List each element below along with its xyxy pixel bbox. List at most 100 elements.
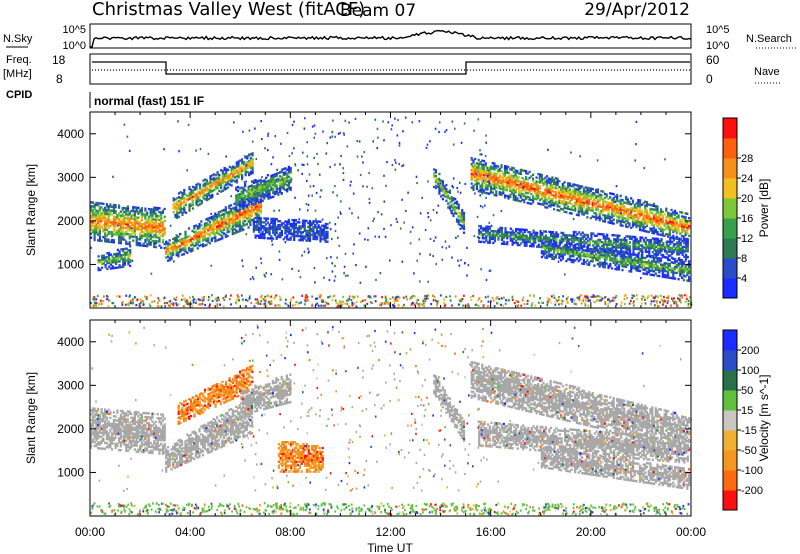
- heatmap-cell: [223, 166, 226, 170]
- heatmap-cell: [247, 208, 250, 211]
- heatmap-cell: [123, 253, 126, 256]
- heatmap-cell: [151, 227, 154, 231]
- heatmap-cell: [230, 172, 233, 175]
- heatmap-cell: [225, 171, 228, 175]
- heatmap-cell: [213, 173, 216, 176]
- heatmap-cell: [151, 231, 154, 235]
- heatmap-cell: [198, 234, 201, 238]
- scatter-cell: [445, 247, 448, 250]
- heatmap-cell: [219, 233, 222, 237]
- heatmap-cell: [663, 213, 666, 216]
- heatmap-cell: [251, 207, 254, 210]
- scatter-cell: [351, 212, 353, 215]
- scatter-cell: [314, 281, 316, 284]
- heatmap-cell: [154, 212, 158, 215]
- heatmap-cell: [126, 215, 129, 218]
- heatmap-cell: [97, 215, 100, 219]
- heatmap-cell: [153, 234, 156, 237]
- heatmap-cell: [214, 216, 217, 219]
- heatmap-cell: [161, 223, 165, 226]
- heatmap-cell: [168, 252, 171, 256]
- heatmap-cell: [219, 230, 222, 233]
- heatmap-cell: [139, 210, 142, 214]
- heatmap-cell: [139, 226, 142, 229]
- heatmap-cell: [104, 258, 107, 261]
- heatmap-cell: [213, 181, 216, 184]
- heatmap-cell: [259, 203, 262, 206]
- heatmap-cell: [184, 250, 187, 253]
- heatmap-cell: [172, 211, 175, 214]
- heatmap-cell: [200, 202, 203, 205]
- heatmap-cell: [109, 230, 112, 234]
- heatmap-cell: [95, 203, 98, 207]
- scatter-cell: [416, 181, 418, 185]
- heatmap-cell: [251, 215, 254, 218]
- heatmap-cell: [219, 224, 222, 227]
- heatmap-cell: [217, 228, 220, 232]
- heatmap-cell: [122, 261, 125, 265]
- heatmap-cell: [153, 243, 156, 247]
- heatmap-cell: [247, 200, 250, 204]
- heatmap-cell: [177, 239, 180, 242]
- beam-label: Beam 07: [340, 1, 416, 21]
- heatmap-cell: [228, 204, 231, 208]
- heatmap-cell: [228, 165, 231, 169]
- scatter-cell: [243, 155, 246, 158]
- heatmap-cell: [179, 246, 182, 249]
- heatmap-cell: [119, 210, 122, 213]
- heatmap-cell: [108, 253, 111, 257]
- heatmap-cell: [240, 215, 243, 218]
- heatmap-cell: [114, 221, 117, 225]
- heatmap-cell: [656, 230, 659, 234]
- heatmap-cell: [146, 244, 149, 248]
- scatter-cell: [325, 152, 328, 155]
- heatmap-cell: [122, 259, 125, 263]
- heatmap-cell: [190, 202, 193, 205]
- heatmap-cell: [234, 166, 237, 169]
- heatmap-cell: [97, 217, 100, 221]
- heatmap-cell: [626, 198, 629, 201]
- heatmap-cell: [107, 207, 110, 210]
- heatmap-cell: [158, 230, 161, 234]
- heatmap-cell: [107, 240, 110, 243]
- heatmap-cell: [612, 193, 615, 196]
- heatmap-cell: [118, 264, 121, 267]
- heatmap-cell: [530, 192, 533, 196]
- heatmap-cell: [97, 209, 100, 213]
- heatmap-cell: [621, 199, 624, 202]
- heatmap-cell: [172, 203, 175, 206]
- heatmap-cell: [635, 238, 639, 241]
- heatmap-cell: [200, 192, 203, 195]
- heatmap-cell: [217, 213, 220, 216]
- scatter-cell: [427, 212, 429, 215]
- heatmap-cell: [170, 248, 173, 251]
- heatmap-cell: [128, 235, 131, 238]
- heatmap-cell: [193, 236, 196, 240]
- heatmap-cell: [177, 245, 180, 248]
- heatmap-cell: [100, 214, 103, 217]
- heatmap-cell: [242, 208, 245, 212]
- heatmap-cell: [242, 222, 245, 225]
- heatmap-cell: [226, 223, 229, 226]
- heatmap-cell: [130, 215, 133, 219]
- heatmap-cell: [133, 223, 136, 227]
- heatmap-cell: [142, 244, 145, 247]
- heatmap-cell: [187, 248, 191, 252]
- heatmap-cell: [112, 211, 115, 215]
- heatmap-cell: [230, 176, 233, 179]
- heatmap-cell: [104, 214, 107, 217]
- heatmap-cell: [182, 249, 185, 252]
- heatmap-cell: [129, 258, 132, 262]
- heatmap-cell: [191, 191, 195, 194]
- heatmap-cell: [118, 214, 121, 217]
- heatmap-cell: [235, 175, 238, 178]
- heatmap-cell: [205, 195, 209, 198]
- heatmap-cell: [186, 241, 189, 245]
- heatmap-cell: [256, 214, 259, 218]
- heatmap-cell: [146, 221, 149, 224]
- heatmap-cell: [112, 223, 115, 226]
- heatmap-cell: [93, 225, 96, 228]
- heatmap-cell: [200, 236, 203, 239]
- heatmap-cell: [688, 260, 691, 263]
